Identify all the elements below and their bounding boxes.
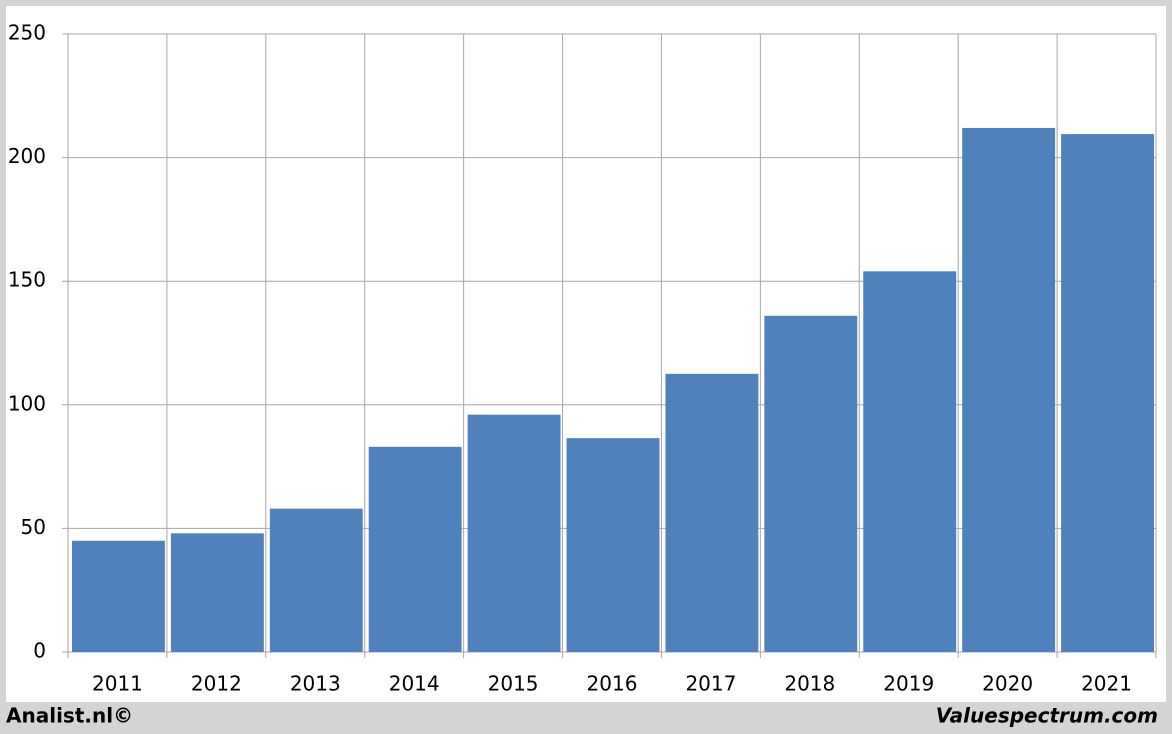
- y-tick-label: 0: [33, 639, 46, 663]
- footer-right: Valuespectrum.com: [936, 704, 1158, 728]
- bar: [566, 438, 660, 652]
- bar: [962, 127, 1056, 653]
- bar: [170, 533, 264, 652]
- x-tick-label: 2020: [982, 672, 1033, 696]
- x-tick-label: 2012: [191, 672, 242, 696]
- bar: [863, 271, 957, 652]
- y-tick-label: 250: [8, 21, 46, 45]
- x-tick-label: 2016: [587, 672, 638, 696]
- x-tick-label: 2021: [1081, 672, 1132, 696]
- x-tick-label: 2018: [784, 672, 835, 696]
- bar: [269, 508, 363, 652]
- bar: [665, 373, 759, 652]
- x-tick-label: 2019: [883, 672, 934, 696]
- bar: [764, 315, 858, 652]
- bar: [1061, 134, 1154, 653]
- y-tick-label: 100: [8, 391, 46, 415]
- x-tick-label: 2014: [389, 672, 440, 696]
- bar: [467, 414, 561, 652]
- y-tick-label: 50: [21, 515, 46, 539]
- y-tick-label: 150: [8, 268, 46, 292]
- y-tick-label: 200: [8, 144, 46, 168]
- x-tick-label: 2017: [685, 672, 736, 696]
- x-tick-label: 2013: [290, 672, 341, 696]
- x-tick-label: 2015: [488, 672, 539, 696]
- bar: [368, 446, 462, 652]
- x-tick-label: 2011: [92, 672, 143, 696]
- footer-left: Analist.nl©: [6, 704, 133, 728]
- bar: [72, 540, 165, 652]
